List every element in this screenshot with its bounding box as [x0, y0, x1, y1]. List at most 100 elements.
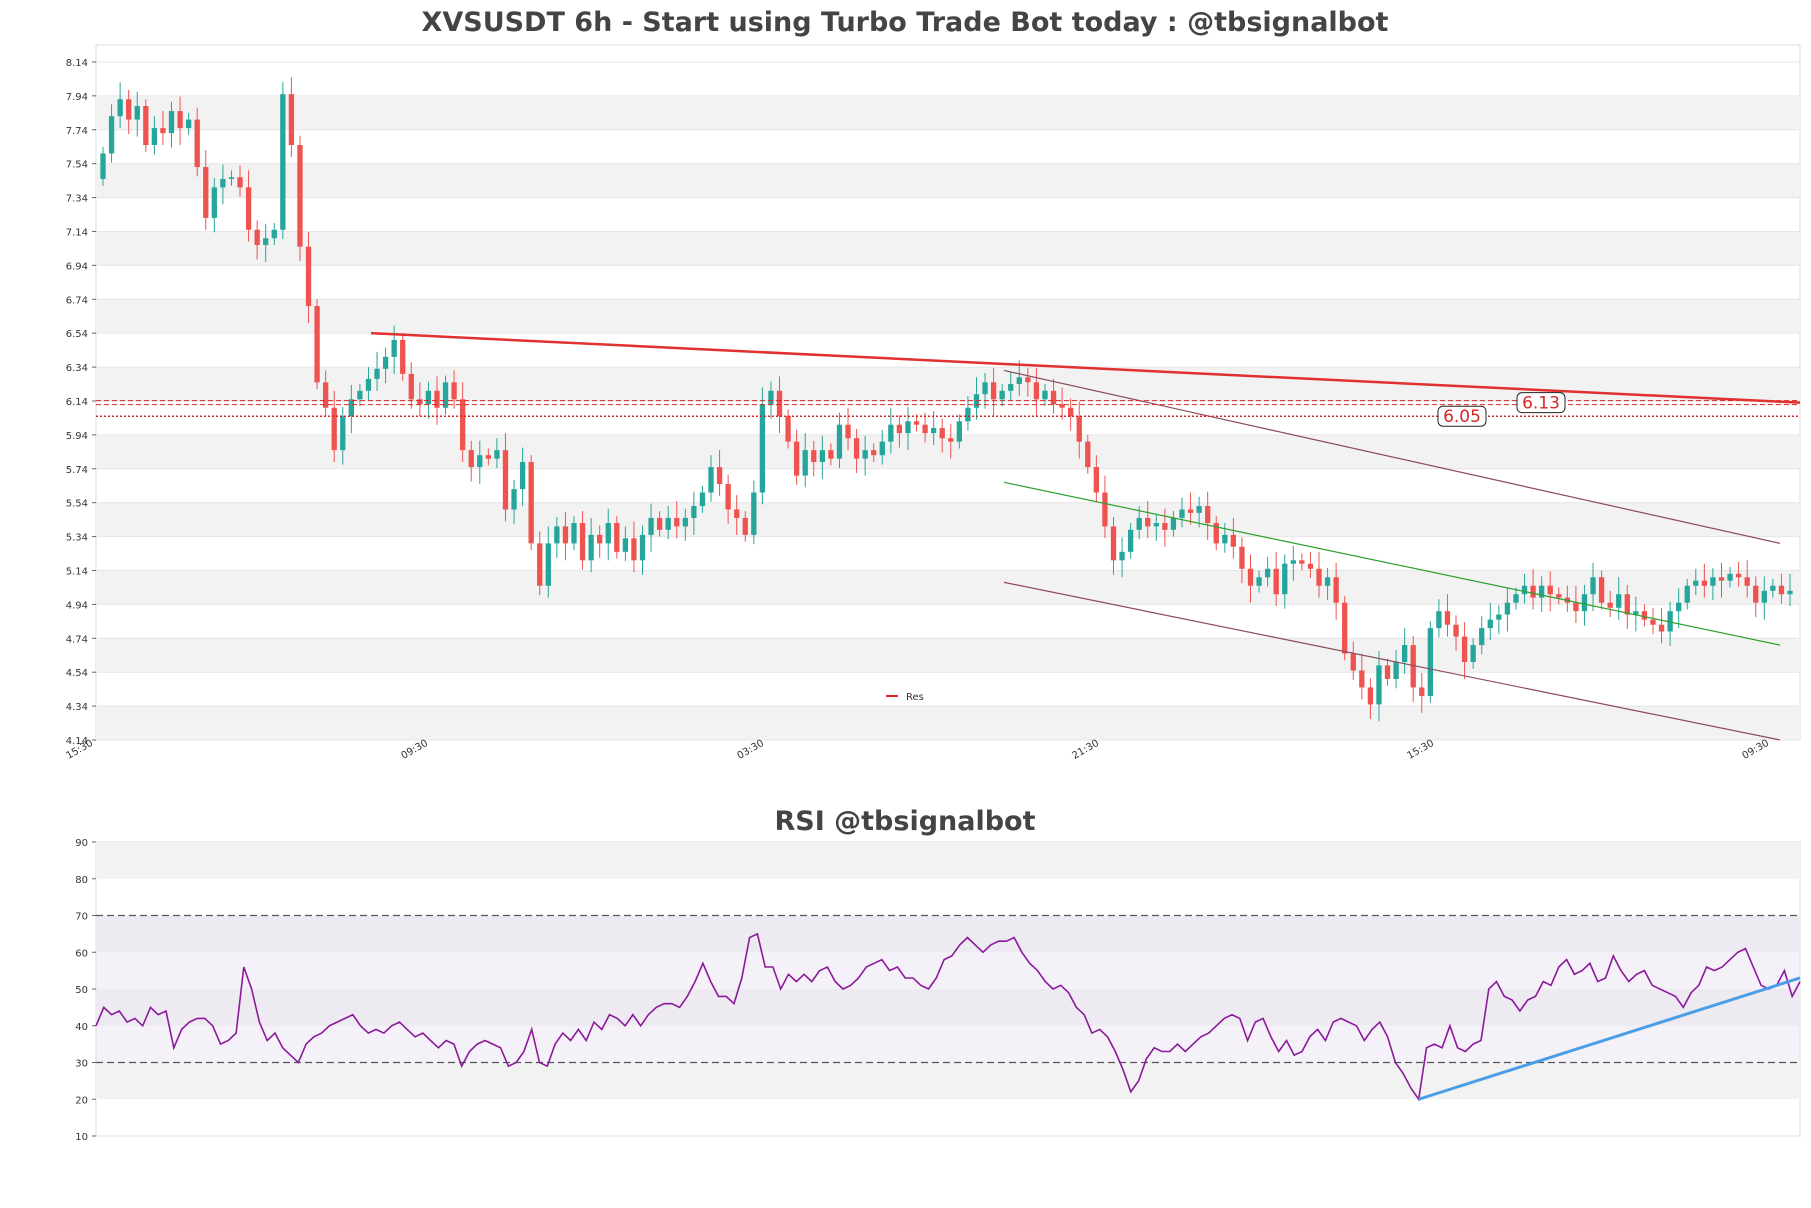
candle-body: [699, 492, 706, 507]
candle-body: [1693, 580, 1699, 586]
candle-body: [1299, 560, 1305, 564]
trend-line-descending: [370, 331, 1801, 404]
candle-body: [1136, 517, 1142, 530]
candle-body: [143, 106, 149, 146]
candle-body: [1367, 687, 1374, 705]
candle-body: [939, 428, 945, 439]
price-x-tick-label: 21:30: [1071, 738, 1101, 762]
candle-body: [288, 94, 295, 146]
candle-body: [956, 421, 962, 442]
candle-body: [1093, 467, 1100, 493]
candle-body: [1127, 529, 1134, 552]
candle-body: [1239, 546, 1245, 569]
price-grid-band: [96, 231, 1800, 266]
candle-body: [1401, 645, 1408, 663]
candle-body: [417, 399, 423, 405]
channel-lower-line: [1003, 581, 1781, 741]
price-grid-band: [96, 367, 1800, 401]
candle-body: [365, 378, 372, 391]
candle-body: [1076, 416, 1082, 442]
price-y-tick-label: 4.34: [66, 702, 88, 713]
candle-body: [1145, 517, 1151, 527]
price-y-tick-label: 6.94: [66, 261, 88, 272]
candle-body: [1667, 611, 1673, 632]
candle-body: [725, 484, 731, 510]
candle-body: [460, 399, 466, 451]
price-y-tick-label: 6.54: [66, 329, 88, 340]
candle-body: [1307, 563, 1314, 569]
candle-body: [1718, 577, 1725, 581]
candle-body: [913, 421, 920, 425]
candle-body: [1778, 585, 1785, 595]
channel-middle-line: [1003, 481, 1781, 646]
candle-body: [228, 177, 235, 179]
candle-body: [597, 534, 603, 544]
candle-body: [1744, 577, 1750, 586]
candle-body: [297, 145, 303, 247]
candle-body: [468, 450, 474, 468]
candle-body: [528, 462, 534, 544]
candle-body: [451, 382, 457, 400]
candle-body: [965, 407, 971, 422]
candle-body: [622, 538, 629, 552]
candle-body: [1496, 614, 1502, 620]
candle-body: [1444, 611, 1451, 625]
candle-body: [1521, 585, 1528, 595]
price-y-tick-label: 4.54: [66, 668, 88, 679]
candle-body: [1556, 594, 1562, 598]
rsi-neutral-zone: [96, 915, 1800, 1063]
candle-body: [1213, 523, 1219, 544]
candle-body: [579, 523, 586, 561]
candle-body: [305, 246, 312, 307]
candle-body: [785, 416, 791, 442]
level-label-box: [1437, 405, 1487, 427]
candle-body: [1008, 384, 1014, 391]
candle-body: [194, 119, 200, 168]
candle-body: [905, 421, 911, 434]
candle-body: [1624, 594, 1630, 615]
candle-body: [1539, 585, 1545, 598]
candle-body: [1359, 670, 1365, 688]
candle-body: [160, 128, 166, 134]
candle-body: [340, 416, 346, 451]
candle-body: [357, 390, 363, 400]
candle-body: [177, 111, 183, 129]
price-y-tick-label: 6.74: [66, 295, 88, 306]
candle-body: [879, 441, 885, 456]
price-y-tick-label: 6.14: [66, 397, 88, 408]
price-y-tick-label: 5.34: [66, 533, 88, 544]
candle-body: [519, 462, 526, 490]
candle-body: [931, 428, 937, 434]
candle-body: [605, 523, 611, 544]
candle-body: [1119, 551, 1125, 561]
candle-body: [126, 99, 132, 120]
price-grid-band: [96, 163, 1800, 198]
candle-body: [1230, 534, 1237, 547]
candle-body: [853, 438, 860, 459]
candle-body: [1470, 645, 1476, 663]
candle-body: [511, 489, 517, 510]
price-y-tick-label: 7.54: [66, 160, 88, 171]
candle-body: [828, 450, 834, 459]
candle-body: [1196, 506, 1202, 513]
candle-body: [494, 450, 500, 459]
candle-body: [374, 368, 380, 379]
candle-body: [1727, 573, 1733, 581]
candle-body: [1350, 653, 1356, 671]
price-y-tick-label: 4.94: [66, 600, 88, 611]
candle-body: [922, 424, 928, 434]
candle-body: [280, 94, 286, 230]
price-grid-band: [96, 638, 1800, 673]
price-grid-band: [96, 434, 1800, 469]
candle-body: [117, 99, 123, 117]
candle-body: [203, 167, 209, 218]
candle-body: [1598, 577, 1605, 603]
candle-body: [614, 523, 620, 552]
candle-body: [1247, 568, 1254, 586]
candle-body: [1607, 602, 1613, 608]
price-y-tick-label: 8.14: [66, 58, 88, 69]
candle-body: [1393, 662, 1399, 679]
candle-body: [1581, 594, 1588, 612]
candle-body: [434, 390, 440, 408]
candle-body: [134, 106, 140, 120]
